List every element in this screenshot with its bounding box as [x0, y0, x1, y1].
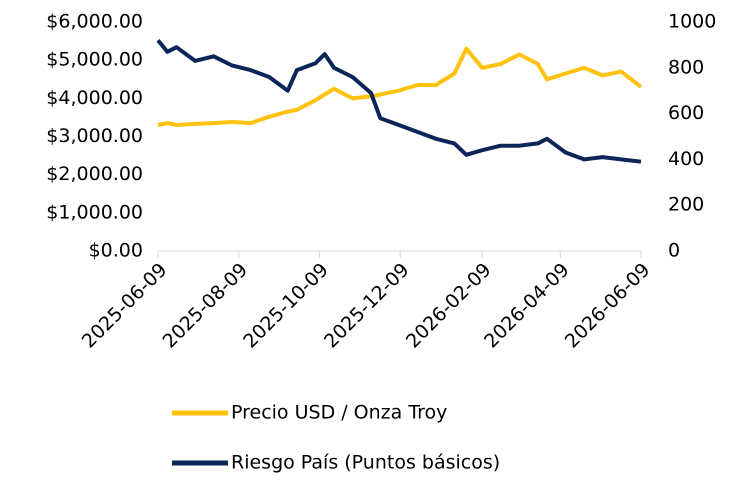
x-tick-label: 2026-06-09 — [561, 259, 655, 353]
series-line — [157, 46, 643, 127]
y-tick-label: $5,000.00 — [46, 49, 143, 71]
y2-tick-label: 600 — [668, 102, 704, 124]
y2-tick-label: 400 — [668, 148, 704, 170]
y-tick-label: $1,000.00 — [46, 201, 143, 223]
legend-label: Precio USD / Onza Troy — [231, 402, 447, 424]
y2-tick-label: 200 — [668, 194, 704, 216]
x-tick-label: 2025-06-09 — [78, 259, 172, 353]
y-tick-label: $3,000.00 — [46, 125, 143, 147]
y2-tick-label: 1000 — [668, 11, 716, 33]
series-line — [156, 39, 642, 164]
x-tick-label: 2025-10-09 — [239, 259, 333, 353]
x-tick-label: 2025-12-09 — [320, 259, 414, 353]
y2-tick-label: 0 — [668, 240, 680, 262]
y-tick-label: $4,000.00 — [46, 87, 143, 109]
y-tick-label: $2,000.00 — [46, 163, 143, 185]
y-tick-label: $0.00 — [89, 240, 143, 262]
y2-tick-label: 800 — [668, 56, 704, 78]
y-tick-label: $6,000.00 — [46, 11, 143, 33]
x-tick-label: 2025-08-09 — [159, 259, 253, 353]
legend-label: Riesgo País (Puntos básicos) — [231, 452, 500, 474]
